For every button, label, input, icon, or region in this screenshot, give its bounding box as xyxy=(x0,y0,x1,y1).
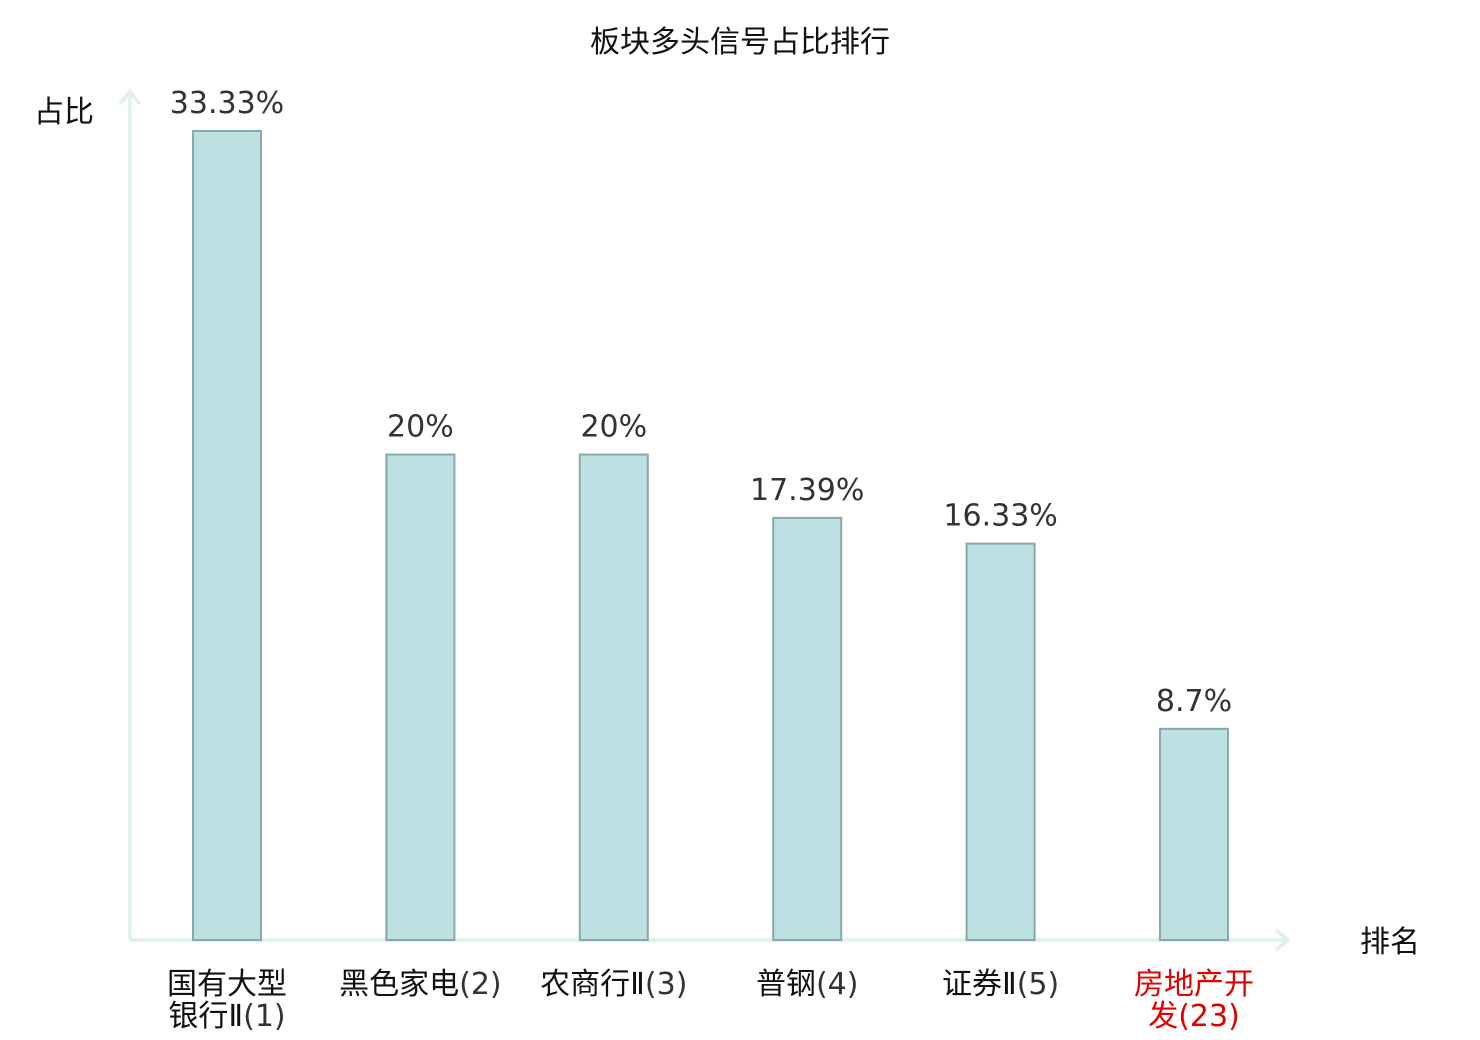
category-label: 发(23) xyxy=(1148,999,1240,1034)
bar xyxy=(965,542,1036,942)
value-label: 16.33% xyxy=(943,499,1057,534)
value-label: 17.39% xyxy=(750,473,864,508)
category-label: 房地产开 xyxy=(1134,967,1254,1002)
value-label: 20% xyxy=(580,410,647,445)
category-label: 国有大型 xyxy=(167,967,287,1002)
category-label: 银行Ⅱ(1) xyxy=(168,999,285,1034)
value-label: 8.7% xyxy=(1156,684,1232,719)
y-axis-arrow xyxy=(118,88,142,106)
x-axis-title: 排名 xyxy=(1360,925,1420,960)
y-axis-title: 占比 xyxy=(34,95,94,130)
category-label: 证券Ⅱ(5) xyxy=(942,967,1059,1002)
bar xyxy=(772,516,843,941)
value-label: 20% xyxy=(387,410,454,445)
value-labels: 33.33% 20% 20% 17.39% 16.33% 8.7% xyxy=(170,86,1232,719)
axes xyxy=(118,88,1292,952)
chart-title: 板块多头信号占比排行 xyxy=(590,25,890,60)
category-label: 普钢(4) xyxy=(756,967,859,1002)
bar xyxy=(578,453,649,941)
x-axis-arrow xyxy=(1274,928,1292,952)
value-label: 33.33% xyxy=(170,86,284,121)
bar xyxy=(385,453,456,941)
bar xyxy=(1159,727,1229,942)
bars xyxy=(192,130,1229,942)
category-label: 黑色家电(2) xyxy=(339,967,502,1002)
category-label: 农商行Ⅱ(3) xyxy=(540,967,687,1002)
bar xyxy=(192,130,262,941)
